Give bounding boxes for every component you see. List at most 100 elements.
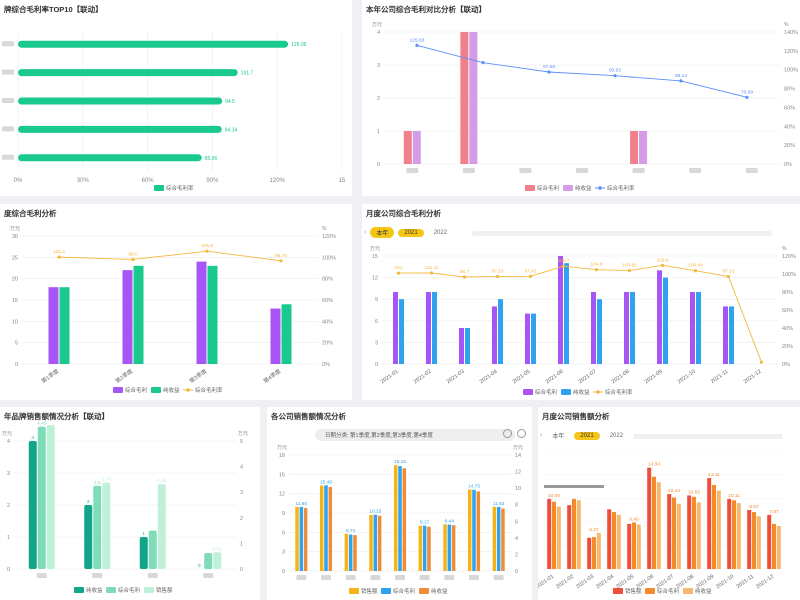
bar-value-label: 2.65	[157, 478, 167, 484]
tab-2021[interactable]: 2021	[398, 228, 424, 237]
legend-label: 销售额	[361, 587, 378, 595]
x-tick-label-blurred	[519, 168, 532, 173]
tab-2021[interactable]: 2021	[574, 431, 600, 440]
line-point	[205, 249, 209, 253]
y-right-unit: %	[782, 246, 787, 252]
line-value-label: 101.11	[424, 265, 439, 271]
bar-2	[496, 506, 501, 571]
legend-label: 纯收益	[86, 586, 103, 594]
y-right-tick-label: 0	[240, 567, 243, 573]
bar-1	[426, 292, 431, 364]
chart-brand-sales: 0 1 2 3 4 0 1 2 3 4 5 万元 万元 4 4.45 2 2.62.74 1 2.65 0 0.52 纯收…	[2, 421, 248, 594]
y-right-tick-label: 20%	[784, 143, 795, 149]
bar-3	[576, 500, 581, 569]
line-point	[627, 268, 632, 273]
brand-label-blurred	[2, 154, 14, 160]
x-tick-label-blurred	[469, 575, 479, 580]
y-left-tick-label: 15	[372, 254, 378, 260]
line-point	[396, 271, 401, 275]
y-left-tick-label: 4	[7, 439, 10, 445]
panel-title: 月度公司销售额分析	[542, 412, 610, 421]
y-right-tick-label: 10	[515, 486, 521, 492]
y-right-tick-label: 80%	[784, 87, 795, 93]
x-tick-label-blurred	[370, 575, 381, 580]
bar-1	[28, 441, 37, 569]
panel-title: 月度公司综合毛利分析	[366, 209, 441, 218]
panel-quarter-margin: 度综合毛利分析 0 5 10 15 20 25 30 0% 20% 40% 60% 80% 100% 12…	[0, 204, 352, 400]
bar-2	[639, 131, 648, 164]
y-right-tick-label: 120%	[782, 254, 796, 260]
x-tick-label: 2021-07	[578, 369, 598, 385]
line-point	[594, 268, 599, 272]
line-point	[495, 274, 500, 279]
line-point	[679, 79, 683, 83]
bar-2	[692, 496, 696, 569]
bar-1	[196, 261, 207, 364]
bar-2	[772, 523, 776, 569]
y-right-tick-label: 60%	[322, 298, 333, 304]
legend-label: 综合毛利	[537, 184, 559, 192]
y-right-unit: %	[784, 22, 789, 28]
y-left-tick-label: 15	[279, 472, 285, 478]
zoom-icon[interactable]	[517, 429, 526, 438]
line-value-label: 104.8	[590, 262, 602, 268]
bar-1	[747, 510, 752, 569]
bar-2	[696, 292, 701, 364]
bar-2	[472, 489, 476, 571]
x-tick-label-blurred	[576, 168, 588, 173]
panel-monthly-margin: 月度公司综合毛利分析 ‹ 本年 2021 2022 0 3 6 9 12 15 0% 20% 4…	[362, 204, 800, 400]
y-left-tick-label: 3	[375, 340, 378, 346]
bar-3	[46, 425, 55, 569]
bar-1	[393, 465, 398, 571]
tab-this-year[interactable]: 本年	[552, 434, 565, 440]
bar-1	[624, 292, 629, 364]
y-left-tick-label: 9	[375, 297, 378, 303]
bar-value-label: 7.87	[769, 509, 779, 515]
bar-2	[412, 131, 421, 164]
x-tick-label: 第4季度	[262, 367, 283, 385]
line-value-label: 105.8	[201, 243, 213, 249]
search-icon[interactable]	[503, 429, 512, 438]
legend-label: 销售额	[625, 587, 642, 595]
x-tick-label: 第1季度	[40, 367, 61, 385]
bar-2	[204, 553, 213, 569]
tab-2022[interactable]: 2022	[609, 432, 624, 439]
tab-2022[interactable]: 2022	[433, 229, 448, 236]
x-tick-label: 2021-02	[555, 574, 575, 590]
y-right-tick-label: 6	[515, 519, 518, 525]
y-left-tick-label: 2	[7, 503, 10, 509]
line-point	[131, 257, 135, 262]
bar-value-label: 15.48	[320, 479, 332, 485]
bar-1	[319, 485, 324, 571]
y-right-tick-label: 4	[240, 465, 243, 471]
tab-this-year[interactable]: 本年	[370, 227, 395, 238]
legend-label: 综合毛利率	[166, 184, 194, 192]
x-tick-label-blurred	[462, 168, 475, 173]
y-right-tick-label: 80%	[322, 277, 333, 283]
y-right-tick-label: 100%	[322, 255, 336, 261]
prev-arrow-icon[interactable]: ‹	[364, 229, 367, 236]
bar-3	[636, 524, 641, 569]
y-right-tick-label: 8	[515, 503, 518, 509]
x-tick-label-blurred	[147, 573, 158, 578]
bar-2	[552, 501, 556, 569]
bar-2	[469, 32, 478, 164]
x-tick-label-blurred	[444, 575, 455, 580]
y-left-tick-label: 12	[372, 276, 378, 282]
bar-3	[427, 526, 431, 571]
line-point	[481, 61, 485, 65]
legend-swatch	[151, 387, 161, 393]
year-tabs: ‹ 本年 2021 2022	[364, 227, 453, 238]
bar-value-label: 8.17	[420, 520, 430, 526]
bar-1	[657, 270, 662, 364]
y-right-tick-label: 40%	[784, 124, 795, 130]
legend-label: 综合毛利	[118, 586, 140, 594]
tab-scroll-track[interactable]	[633, 434, 783, 439]
bar-value-label: 14.34	[648, 462, 660, 468]
bar-1	[723, 306, 728, 364]
prev-arrow-icon[interactable]: ‹	[540, 432, 543, 439]
date-filter-bar[interactable]: 日期分类: 第1季度,第2季度,第3季度,第4季度	[315, 429, 515, 441]
tab-scroll-track[interactable]	[472, 231, 772, 236]
bar-2	[572, 498, 576, 569]
bar-3	[402, 468, 407, 571]
